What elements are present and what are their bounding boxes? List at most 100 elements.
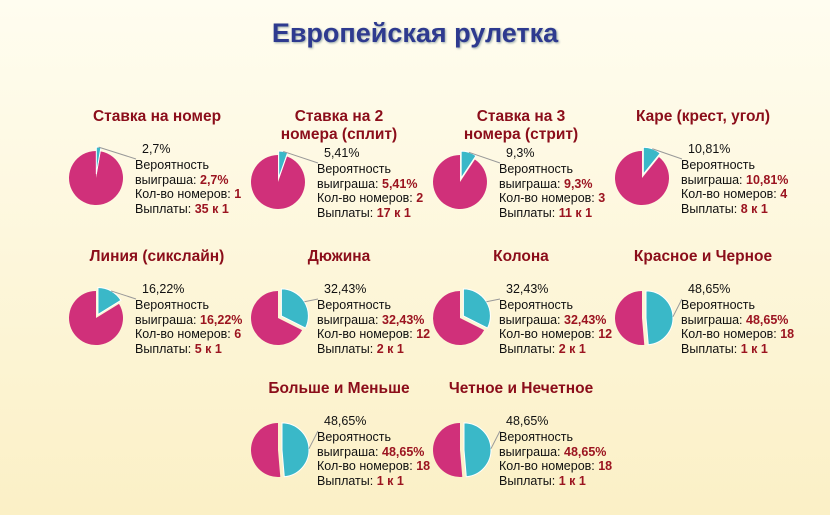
bet-title: Четное и Нечетное xyxy=(448,380,594,397)
bet-title: Красное и Черное xyxy=(633,248,773,265)
probability-value: 48,65% xyxy=(746,312,789,327)
leader-line xyxy=(468,151,501,164)
count-value: 1 xyxy=(234,187,242,201)
pie-slice-win xyxy=(281,422,310,478)
bet-title: Дюжина xyxy=(307,248,371,265)
pie-slice-remaining xyxy=(69,151,124,205)
bet-title: Ставка на 3 номера (стрит) xyxy=(463,108,579,143)
probability-label: Вероятность xyxy=(499,298,574,312)
pie-slice-remaining xyxy=(615,151,669,205)
bet-title: Больше и Меньше xyxy=(268,380,410,397)
probability-label: Вероятность xyxy=(681,158,756,172)
pie-chart xyxy=(433,150,501,209)
pie-chart xyxy=(250,422,319,478)
probability-label: Вероятность xyxy=(681,298,756,312)
payout-value: 1 к 1 xyxy=(376,473,404,488)
payout-value: 2 к 1 xyxy=(558,341,586,356)
percent-label: 48,65% xyxy=(506,414,549,428)
payout-value: 2 к 1 xyxy=(376,341,404,356)
payout-value: 1 к 1 xyxy=(740,341,768,356)
probability-label-2: выиграша: xyxy=(317,176,382,191)
count-label: Кол-во номеров: xyxy=(499,327,599,341)
pie-slice-win xyxy=(462,288,491,329)
count-value: 12 xyxy=(598,327,613,341)
probability-label: Вероятность xyxy=(499,162,574,176)
leader-line xyxy=(98,146,137,160)
probability-label-2: выиграша: xyxy=(681,172,746,187)
count-label: Кол-во номеров: xyxy=(135,187,235,201)
payout-value: 1 к 1 xyxy=(558,473,586,488)
probability-label-2: выиграша: xyxy=(135,172,200,187)
probability-label-2: выиграша: xyxy=(499,176,564,191)
bet-info: Вероятность выиграша: 9,3% Кол-во номеров:… xyxy=(499,162,605,220)
count-value: 18 xyxy=(598,459,613,473)
pie-slice-win xyxy=(463,422,492,478)
pie-slice-win xyxy=(97,287,122,316)
leader-line xyxy=(304,298,319,303)
payout-value: 8 к 1 xyxy=(740,201,768,216)
probability-label-2: выиграша: xyxy=(499,444,564,459)
bet-card: Ставка на 3 номера (стрит) 9,3% Вероятность… xyxy=(433,108,636,238)
bet-title: Колона xyxy=(493,248,549,265)
bet-title: Линия (сикслайн) xyxy=(89,248,225,265)
bet-card: Каре (крест, угол) 10,81% Вероятность выигр… xyxy=(615,108,818,238)
pie-chart xyxy=(251,288,319,345)
pie-slice-remaining xyxy=(433,291,485,345)
probability-label-2: выиграша: xyxy=(499,312,564,327)
probability-value: 9,3% xyxy=(564,176,593,191)
leader-line xyxy=(283,150,319,164)
pie-slice-remaining xyxy=(614,291,645,345)
count-label: Кол-во номеров: xyxy=(681,187,781,201)
payout-label: Выплаты: xyxy=(499,341,559,356)
bet-info: Вероятность выиграша: 2,7% Кол-во номеров:… xyxy=(135,158,241,216)
bet-title: Ставка на номер xyxy=(92,108,222,125)
pie-chart xyxy=(433,288,501,345)
count-value: 18 xyxy=(780,327,795,341)
bet-title: Каре (крест, угол) xyxy=(635,108,771,125)
payout-label: Выплаты: xyxy=(499,205,559,220)
probability-label: Вероятность xyxy=(317,298,392,312)
count-value: 6 xyxy=(234,327,242,341)
payout-label: Выплаты: xyxy=(499,473,559,488)
probability-value: 48,65% xyxy=(382,444,425,459)
probability-label-2: выиграша: xyxy=(135,312,200,327)
payout-label: Выплаты: xyxy=(317,341,377,356)
pie-slice-remaining xyxy=(251,291,303,345)
pie-slice-remaining xyxy=(432,423,463,477)
percent-label: 32,43% xyxy=(324,282,367,296)
bet-title: Ставка на 2 номера (сплит) xyxy=(280,108,398,143)
payout-label: Выплаты: xyxy=(681,341,741,356)
percent-label: 48,65% xyxy=(688,282,731,296)
count-label: Кол-во номеров: xyxy=(499,459,599,473)
probability-value: 16,22% xyxy=(200,312,243,327)
count-label: Кол-во номеров: xyxy=(317,327,417,341)
payout-label: Выплаты: xyxy=(681,201,741,216)
leader-line xyxy=(308,430,319,449)
pie-chart xyxy=(614,290,683,346)
bet-card: Красное и Черное 48,65% Вероятность выиграш… xyxy=(614,248,818,378)
bet-card: Линия (сикслайн) 16,22% Вероятность выиграш… xyxy=(69,248,272,378)
percent-label: 9,3% xyxy=(506,146,535,160)
probability-label-2: выиграша: xyxy=(317,444,382,459)
bet-info: Вероятность выиграша: 48,65% Кол-во номеро… xyxy=(499,430,612,488)
count-label: Кол-во номеров: xyxy=(317,191,417,205)
payout-value: 35 к 1 xyxy=(194,201,229,216)
pie-chart xyxy=(69,287,137,345)
leader-line xyxy=(486,298,501,303)
bet-info: Вероятность выиграша: 32,43% Кол-во номеро… xyxy=(499,298,612,356)
payout-value: 17 к 1 xyxy=(376,205,411,220)
pie-chart xyxy=(69,146,137,205)
leader-line xyxy=(672,298,683,317)
count-value: 3 xyxy=(598,191,606,205)
leader-line xyxy=(110,290,137,300)
pie-chart xyxy=(251,150,319,209)
pie-slice-remaining xyxy=(251,155,305,209)
count-value: 18 xyxy=(416,459,431,473)
count-label: Кол-во номеров: xyxy=(681,327,781,341)
leader-line xyxy=(490,430,501,449)
probability-label: Вероятность xyxy=(317,430,392,444)
pie-chart xyxy=(615,146,683,205)
payout-label: Выплаты: xyxy=(317,205,377,220)
probability-label: Вероятность xyxy=(135,158,210,172)
pie-slice-remaining xyxy=(433,155,487,209)
